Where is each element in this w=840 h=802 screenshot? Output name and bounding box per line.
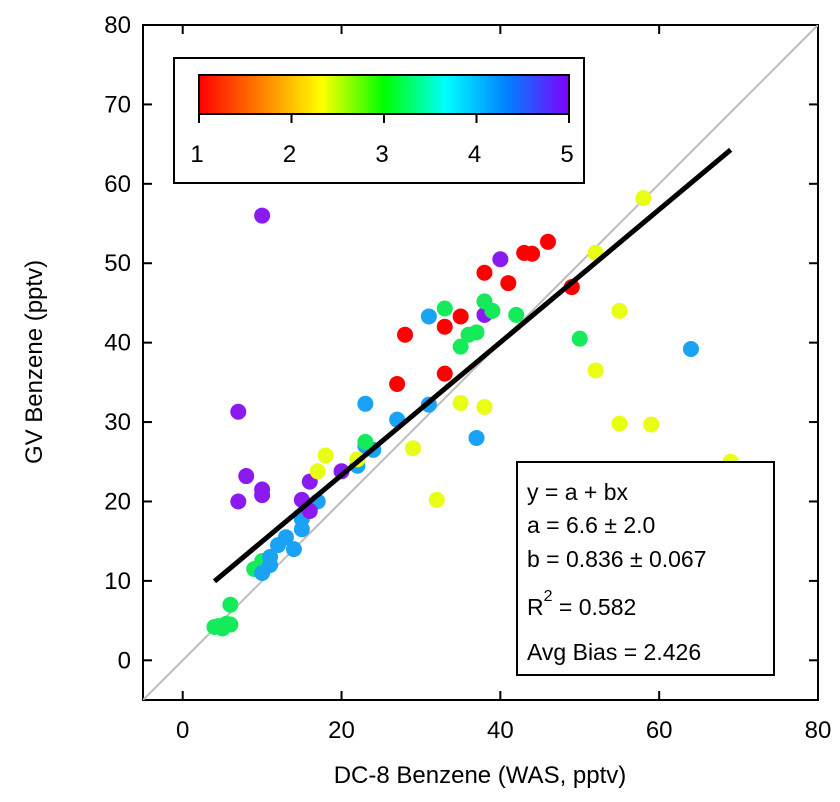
y-tick-label: 20: [104, 488, 131, 515]
data-point: [500, 275, 517, 292]
stats-equation: y = a + bx: [527, 479, 629, 505]
x-tick-label: 60: [646, 717, 673, 744]
stats-bias: Avg Bias = 2.426: [527, 639, 701, 665]
y-tick-label: 70: [104, 91, 131, 118]
stats-b: b = 0.836 ± 0.067: [527, 546, 707, 572]
colorbar-legend: 1 2 3 4 5: [173, 57, 585, 184]
data-point: [254, 207, 271, 224]
data-point: [285, 541, 302, 558]
data-point: [317, 447, 334, 464]
data-point: [540, 233, 556, 250]
one-to-one-line: [143, 25, 818, 700]
data-point: [357, 433, 374, 450]
data-point: [611, 302, 628, 319]
data-point: [476, 398, 493, 415]
data-point: [524, 245, 541, 262]
y-tick-label: 60: [104, 171, 131, 198]
x-tick-label: 80: [805, 717, 832, 744]
data-point: [420, 308, 437, 325]
data-points: [206, 147, 739, 637]
data-point: [436, 318, 453, 335]
data-point: [397, 326, 414, 343]
data-point: [508, 306, 525, 323]
y-axis-title: GV Benzene (pptv): [21, 260, 48, 464]
x-tick-label: 0: [176, 717, 189, 744]
data-point: [277, 529, 294, 546]
data-point: [222, 616, 239, 633]
data-point: [452, 395, 469, 411]
fit-stats-box: y = a + bx a = 6.6 ± 2.0 b = 0.836 ± 0.0…: [516, 461, 775, 676]
data-point: [254, 487, 271, 504]
colorbar-gradient: [198, 74, 570, 115]
y-tick-label: 50: [104, 250, 131, 277]
y-tick-label: 0: [118, 647, 131, 674]
data-point: [309, 463, 326, 480]
data-point: [492, 251, 509, 268]
data-point: [238, 468, 255, 485]
y-tick-label: 40: [104, 330, 131, 357]
data-point: [643, 416, 660, 433]
stats-a: a = 6.6 ± 2.0: [527, 512, 655, 538]
data-point: [635, 190, 652, 207]
data-point: [468, 429, 485, 446]
data-point: [210, 618, 227, 635]
x-axis-title: DC-8 Benzene (WAS, pptv): [334, 762, 627, 789]
y-tick-label: 10: [104, 568, 131, 595]
data-point: [357, 395, 374, 412]
stats-r2-value: = 0.582: [553, 594, 637, 620]
data-point: [436, 365, 453, 382]
plot-frame: [142, 24, 819, 701]
data-point: [476, 264, 493, 281]
data-point: [230, 493, 247, 510]
y-tick-label: 80: [104, 12, 131, 39]
data-point: [389, 375, 406, 392]
data-point: [428, 491, 445, 508]
stats-r2-sup: 2: [544, 588, 553, 605]
colorbar-tick-label: 4: [468, 141, 481, 168]
fit-line: [212, 147, 733, 584]
colorbar-ticks: 1 2 3 4 5: [190, 114, 574, 168]
data-point: [468, 324, 485, 341]
colorbar-tick-label: 2: [283, 141, 296, 168]
x-tick-label: 20: [328, 717, 355, 744]
data-point: [571, 330, 588, 347]
data-point: [405, 440, 421, 457]
stats-r2: R2 = 0.582: [527, 588, 636, 620]
colorbar-tick-label: 1: [190, 141, 203, 168]
data-point: [436, 300, 453, 317]
y-tick-label: 30: [104, 409, 131, 436]
colorbar-tick-label: 5: [560, 141, 573, 168]
stats-frame: [516, 461, 775, 676]
data-point: [611, 415, 628, 432]
data-point: [222, 596, 239, 613]
reference-lines: [143, 25, 818, 700]
stats-r2-prefix: R: [527, 594, 544, 620]
x-tick-label: 40: [487, 717, 514, 744]
data-point: [230, 403, 247, 420]
axis-ticks: 0 20 40 60 80 0 10 20 30 40 50 60 70 80: [104, 12, 831, 744]
data-point: [452, 338, 469, 355]
data-point: [262, 549, 279, 566]
colorbar-tick-label: 3: [375, 141, 388, 168]
data-point: [587, 362, 604, 379]
data-point: [452, 308, 469, 325]
data-point: [484, 302, 501, 319]
data-point: [682, 341, 699, 357]
